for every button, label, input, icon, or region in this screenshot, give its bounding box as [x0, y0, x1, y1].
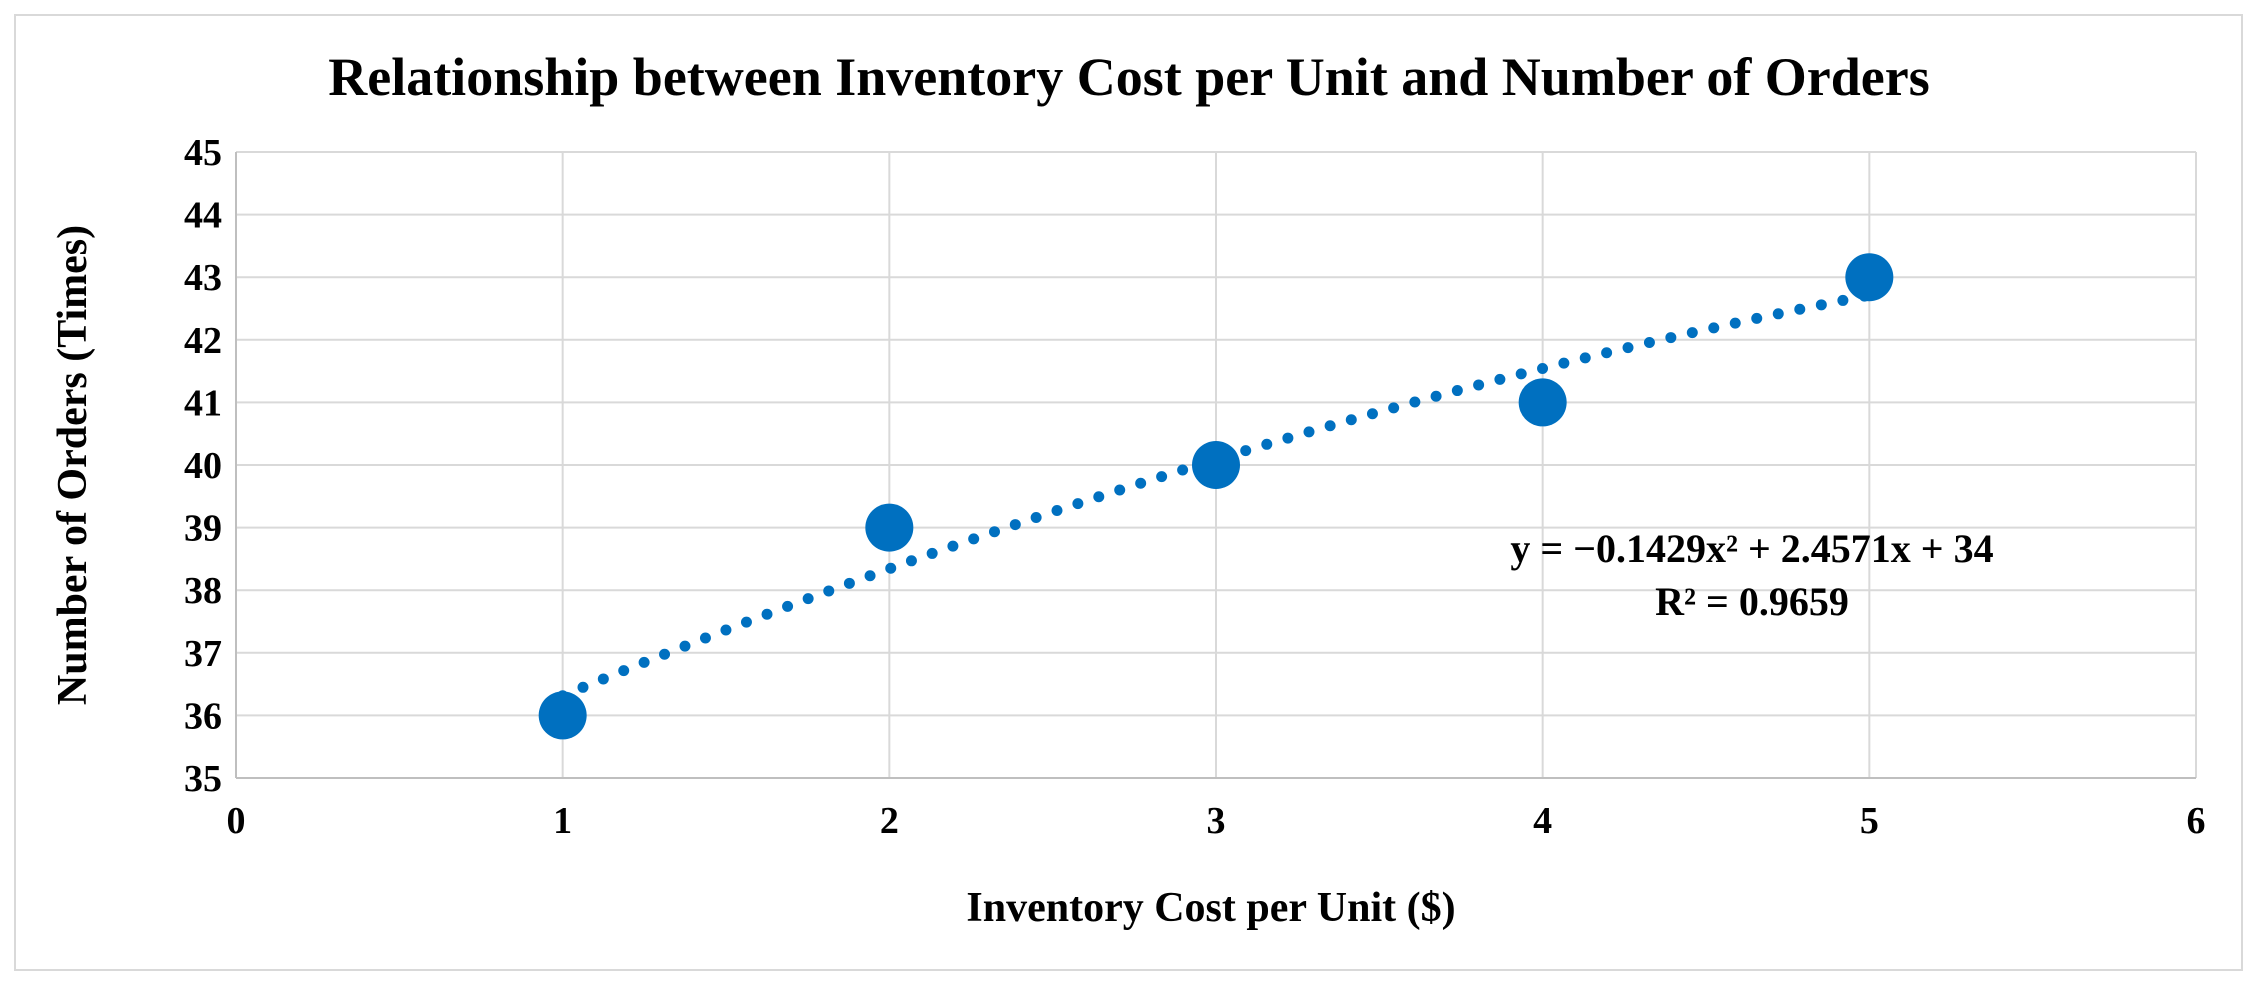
y-tick-label: 40 — [184, 445, 222, 487]
y-tick-label: 42 — [184, 320, 222, 362]
data-point — [1192, 441, 1240, 489]
data-points — [538, 253, 1894, 740]
x-tick-label: 4 — [1533, 800, 1552, 842]
y-tick-label: 44 — [184, 195, 222, 237]
y-tick-label: 38 — [184, 570, 222, 612]
y-tick-label: 43 — [184, 257, 222, 299]
x-axis-title: Inventory Cost per Unit ($) — [966, 885, 1455, 931]
chart-frame — [14, 14, 2243, 971]
y-axis-title: Number of Orders (Times) — [50, 225, 96, 705]
chart-title: Relationship between Inventory Cost per … — [328, 47, 1930, 107]
x-tick-label: 5 — [1860, 800, 1879, 842]
x-tick-label: 2 — [880, 800, 899, 842]
y-tick-label: 41 — [184, 382, 222, 424]
y-tick-label: 37 — [184, 633, 222, 675]
x-tick-label: 3 — [1207, 800, 1226, 842]
trendline-r-squared: R² = 0.9659 — [1655, 579, 1849, 624]
x-axis-ticks: 0 1 2 3 4 5 6 — [227, 800, 2206, 842]
data-point — [538, 691, 587, 740]
trendline — [557, 289, 1875, 702]
trendline-path — [557, 289, 1875, 702]
data-point — [1845, 253, 1894, 302]
data-point — [1518, 378, 1567, 427]
y-tick-label: 35 — [184, 758, 222, 800]
y-tick-label: 39 — [184, 508, 222, 550]
data-point — [865, 503, 914, 552]
y-axis-ticks: 35 36 37 38 39 40 41 42 43 44 45 — [184, 132, 222, 800]
x-tick-label: 6 — [2187, 800, 2206, 842]
trendline-equation: y = −0.1429x² + 2.4571x + 34 — [1510, 526, 1993, 571]
grid — [236, 151, 2197, 778]
x-tick-label: 0 — [227, 800, 246, 842]
y-tick-label: 36 — [184, 695, 222, 737]
x-tick-label: 1 — [553, 800, 572, 842]
axes — [235, 152, 2196, 779]
y-tick-label: 45 — [184, 132, 222, 174]
